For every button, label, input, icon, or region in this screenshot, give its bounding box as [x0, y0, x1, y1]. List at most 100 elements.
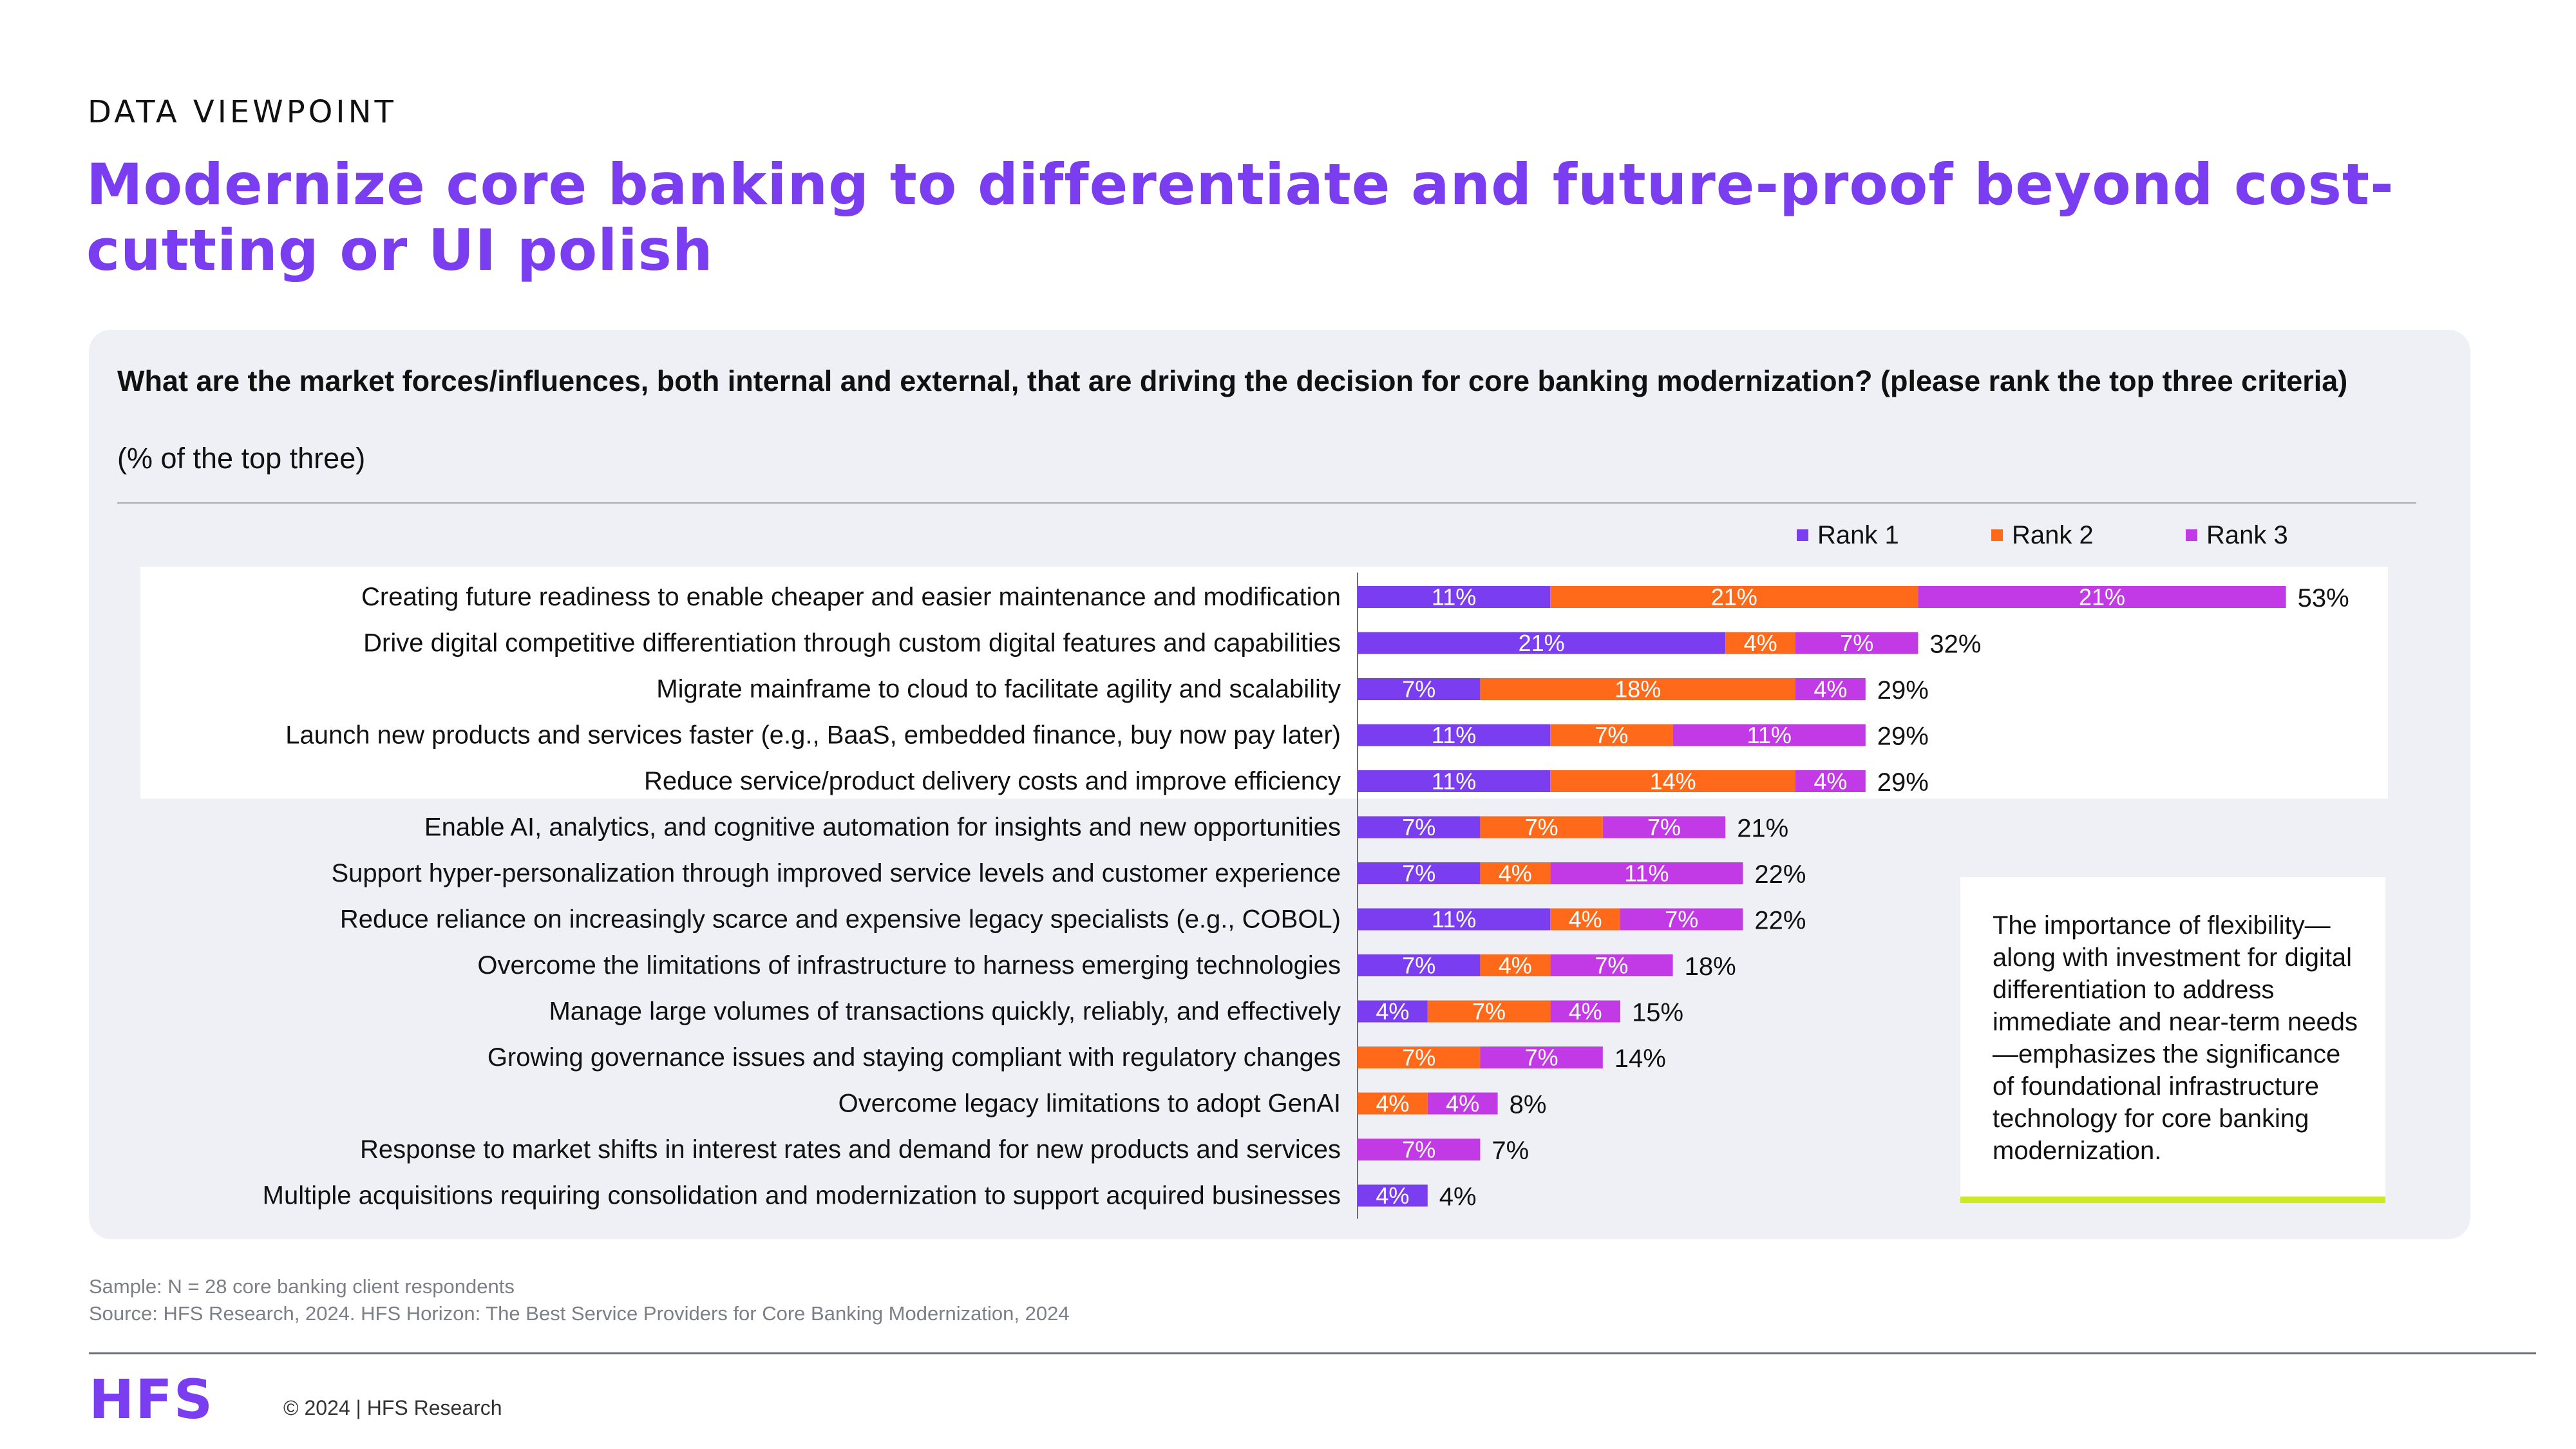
segment-value-label: 11% — [1432, 768, 1476, 795]
bar-segment-rank-3 — [1602, 816, 1726, 838]
bar-segment-rank-1 — [1358, 816, 1481, 838]
bar-segment-rank-2 — [1550, 908, 1620, 931]
segment-value-label: 11% — [1432, 906, 1476, 933]
bar-segment-rank-1 — [1358, 632, 1726, 654]
legend-item-rank-3: Rank 3 — [2186, 519, 2288, 551]
bar-segment-rank-1 — [1358, 954, 1481, 976]
segment-value-label: 11% — [1624, 860, 1669, 887]
segment-value-label: 4% — [1814, 676, 1847, 703]
total-value-label: 29% — [1877, 768, 1929, 797]
category-label: Reduce reliance on increasingly scarce a… — [340, 905, 1341, 934]
bar-segment-rank-3 — [1550, 1000, 1620, 1023]
segment-value-label: 4% — [1569, 998, 1602, 1025]
legend-swatch-rank-1 — [1797, 529, 1808, 541]
bar-segment-rank-1 — [1358, 862, 1481, 884]
segment-value-label: 7% — [1525, 814, 1558, 840]
bar-segment-rank-1 — [1358, 770, 1551, 792]
bar-segment-rank-3 — [1795, 770, 1866, 792]
total-value-label: 21% — [1737, 815, 1788, 843]
segment-value-label: 4% — [1499, 860, 1532, 887]
bar-segment-rank-1 — [1358, 678, 1481, 700]
category-label: Growing governance issues and staying co… — [488, 1043, 1341, 1072]
total-value-label: 32% — [1929, 630, 1981, 659]
segment-value-label: 4% — [1569, 906, 1602, 933]
bar-segment-rank-2 — [1480, 954, 1551, 976]
category-label: Response to market shifts in interest ra… — [360, 1135, 1341, 1164]
bar-segment-rank-1 — [1358, 1000, 1428, 1023]
total-value-label: 7% — [1492, 1137, 1529, 1165]
bar-segment-rank-3 — [1672, 724, 1866, 746]
segment-value-label: 4% — [1446, 1090, 1479, 1117]
eyebrow-label: DATA VIEWPOINT — [88, 94, 397, 130]
bar-segment-rank-2 — [1480, 862, 1551, 884]
bar-segment-rank-2 — [1358, 1092, 1428, 1115]
total-value-label: 18% — [1685, 952, 1736, 981]
total-value-label: 22% — [1754, 860, 1806, 889]
segment-value-label: 18% — [1615, 676, 1661, 703]
segment-value-label: 21% — [2079, 584, 2125, 611]
total-value-label: 29% — [1877, 676, 1929, 705]
segment-value-label: 21% — [1519, 630, 1565, 656]
segment-value-label: 7% — [1402, 1045, 1435, 1071]
segment-value-label: 7% — [1402, 676, 1435, 703]
category-label: Creating future readiness to enable chea… — [361, 583, 1341, 611]
segment-value-label: 7% — [1595, 722, 1628, 748]
segment-value-label: 11% — [1747, 722, 1792, 748]
segment-value-label: 7% — [1595, 952, 1628, 979]
bar-segment-rank-1 — [1358, 586, 1551, 608]
bar-segment-rank-2 — [1550, 770, 1795, 792]
segment-value-label: 4% — [1376, 998, 1409, 1025]
legend-label-rank-2: Rank 2 — [2012, 520, 2094, 549]
segment-value-label: 7% — [1402, 952, 1435, 979]
total-value-label: 4% — [1439, 1183, 1477, 1211]
category-label: Launch new products and services faster … — [285, 721, 1341, 750]
legend-swatch-rank-2 — [1991, 529, 2003, 541]
bar-segment-rank-3 — [1918, 586, 2286, 608]
segment-value-label: 7% — [1402, 1137, 1435, 1163]
category-label: Multiple acquisitions requiring consolid… — [263, 1182, 1341, 1210]
segment-value-label: 4% — [1744, 630, 1777, 656]
category-label: Manage large volumes of transactions qui… — [549, 998, 1341, 1026]
insight-callout: The importance of flexibility—along with… — [1960, 877, 2385, 1203]
footer-rule — [89, 1352, 2536, 1354]
callout-text: The importance of flexibility—along with… — [1993, 911, 2358, 1165]
segment-value-label: 7% — [1665, 906, 1698, 933]
bar-segment-rank-3 — [1550, 954, 1673, 976]
bar-segment-rank-2 — [1358, 1046, 1481, 1068]
category-label: Overcome legacy limitations to adopt Gen… — [838, 1090, 1341, 1118]
category-label: Enable AI, analytics, and cognitive auto… — [424, 813, 1341, 842]
panel-divider — [117, 502, 2416, 504]
bar-segment-rank-3 — [1620, 908, 1743, 931]
total-value-label: 14% — [1615, 1045, 1666, 1073]
segment-value-label: 7% — [1402, 860, 1435, 887]
legend-item-rank-2: Rank 2 — [1991, 519, 2094, 551]
bar-segment-rank-1 — [1358, 724, 1551, 746]
category-label: Migrate mainframe to cloud to facilitate… — [656, 675, 1341, 703]
category-label: Support hyper-personalization through im… — [332, 859, 1341, 887]
category-label: Drive digital competitive differentiatio… — [363, 629, 1341, 658]
bar-segment-rank-2 — [1480, 816, 1603, 838]
bar-segment-rank-2 — [1725, 632, 1795, 654]
segment-value-label: 11% — [1432, 722, 1476, 748]
bar-segment-rank-2 — [1550, 724, 1673, 746]
copyright: © 2024 | HFS Research — [283, 1396, 502, 1419]
survey-question: What are the market forces/influences, b… — [117, 365, 2348, 397]
bar-segment-rank-3 — [1427, 1092, 1498, 1115]
bar-segment-rank-3 — [1358, 1139, 1481, 1160]
legend-swatch-rank-3 — [2186, 529, 2197, 541]
segment-value-label: 4% — [1376, 1182, 1409, 1209]
legend-label-rank-1: Rank 1 — [1817, 520, 1899, 549]
bar-segment-rank-1 — [1358, 908, 1551, 931]
bar-segment-rank-1 — [1358, 1184, 1428, 1207]
legend-item-rank-1: Rank 1 — [1797, 519, 1899, 551]
bar-segment-rank-2 — [1427, 1000, 1551, 1023]
segment-value-label: 7% — [1525, 1045, 1558, 1071]
category-label: Overcome the limitations of infrastructu… — [477, 951, 1341, 980]
total-value-label: 53% — [2298, 584, 2349, 612]
segment-value-label: 7% — [1402, 814, 1435, 840]
page-title: Modernize core banking to differentiate … — [86, 151, 2394, 283]
sample-note: Sample: N = 28 core banking client respo… — [89, 1275, 515, 1298]
segment-value-label: 21% — [1711, 584, 1757, 611]
total-value-label: 29% — [1877, 723, 1929, 751]
bar-segment-rank-2 — [1480, 678, 1795, 700]
